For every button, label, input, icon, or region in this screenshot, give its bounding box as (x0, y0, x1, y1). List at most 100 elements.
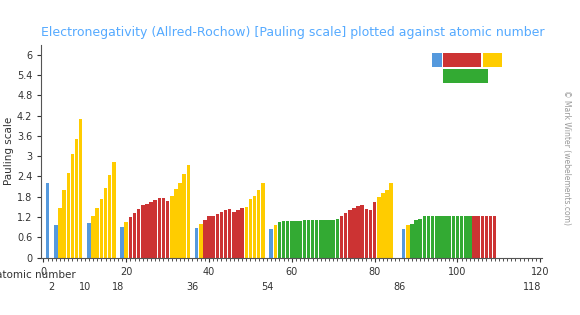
Bar (290, 221, 293, 258)
Bar (183, 174, 186, 258)
Bar (54, 225, 57, 258)
Bar (108, 175, 111, 258)
Bar (356, 206, 360, 258)
Bar (120, 227, 124, 258)
Bar (257, 190, 260, 258)
Bar (178, 183, 182, 258)
Bar (443, 216, 447, 258)
Bar (224, 209, 227, 258)
Bar (129, 217, 132, 258)
Bar (112, 162, 115, 258)
Bar (456, 216, 459, 258)
Bar (361, 205, 364, 258)
Bar (460, 216, 463, 258)
Bar (348, 210, 351, 258)
Bar (58, 208, 61, 258)
Bar (365, 209, 368, 258)
Bar (493, 216, 496, 258)
Text: © Mark Winter (webelements.com): © Mark Winter (webelements.com) (562, 90, 571, 225)
Bar (352, 208, 356, 258)
Bar (87, 223, 90, 258)
Bar (381, 193, 385, 258)
Bar (154, 200, 157, 258)
Bar (311, 220, 314, 258)
Bar (63, 190, 66, 258)
Bar (414, 220, 418, 258)
Bar (220, 212, 223, 258)
Bar (418, 219, 422, 258)
Bar (269, 229, 273, 258)
Bar (452, 216, 455, 258)
Bar (228, 209, 231, 258)
Bar (187, 165, 190, 258)
Bar (79, 119, 82, 258)
Bar (245, 207, 248, 258)
Bar (298, 221, 302, 258)
Bar (216, 214, 219, 258)
Bar (104, 188, 107, 258)
Bar (286, 221, 289, 258)
Bar (340, 216, 343, 258)
Bar (261, 183, 264, 258)
Bar (435, 216, 438, 258)
Bar (373, 202, 376, 258)
Bar (344, 213, 347, 258)
Bar (410, 224, 414, 258)
Bar (282, 221, 285, 258)
Bar (174, 189, 177, 258)
Bar (485, 216, 488, 258)
Bar (236, 209, 240, 258)
Bar (46, 183, 49, 258)
Bar (75, 139, 78, 258)
Bar (145, 203, 148, 258)
Bar (141, 205, 144, 258)
Bar (476, 216, 480, 258)
Bar (166, 202, 169, 258)
Bar (464, 216, 467, 258)
Bar (472, 216, 476, 258)
Bar (303, 220, 306, 258)
Bar (162, 198, 165, 258)
Bar (100, 199, 103, 258)
Bar (402, 229, 405, 258)
Bar (240, 208, 244, 258)
Bar (195, 227, 198, 258)
Bar (315, 220, 318, 258)
Bar (439, 216, 443, 258)
Bar (170, 196, 173, 258)
Bar (96, 208, 99, 258)
Y-axis label: Pauling scale: Pauling scale (4, 117, 14, 185)
Bar (327, 220, 331, 258)
Bar (447, 216, 451, 258)
Bar (389, 183, 393, 258)
Bar (133, 213, 136, 258)
Text: Electronegativity (Allred-Rochow) [Pauling scale] plotted against atomic number: Electronegativity (Allred-Rochow) [Pauli… (41, 26, 545, 39)
Bar (431, 216, 434, 258)
Bar (199, 224, 202, 258)
Bar (385, 190, 389, 258)
Bar (336, 219, 339, 258)
Bar (406, 225, 409, 258)
Bar (278, 222, 281, 258)
Bar (294, 221, 298, 258)
Bar (323, 220, 327, 258)
Bar (232, 212, 235, 258)
Bar (91, 216, 95, 258)
Bar (149, 202, 153, 258)
Bar (274, 225, 277, 258)
Bar (203, 220, 206, 258)
Bar (423, 216, 426, 258)
X-axis label: atomic number: atomic number (0, 270, 76, 280)
Bar (307, 220, 310, 258)
Bar (212, 216, 215, 258)
Bar (249, 199, 252, 258)
Bar (158, 198, 161, 258)
Bar (319, 220, 322, 258)
Bar (67, 173, 70, 258)
Bar (332, 220, 335, 258)
Bar (377, 197, 380, 258)
Bar (427, 216, 430, 258)
Bar (137, 209, 140, 258)
Bar (253, 196, 256, 258)
Bar (125, 222, 128, 258)
